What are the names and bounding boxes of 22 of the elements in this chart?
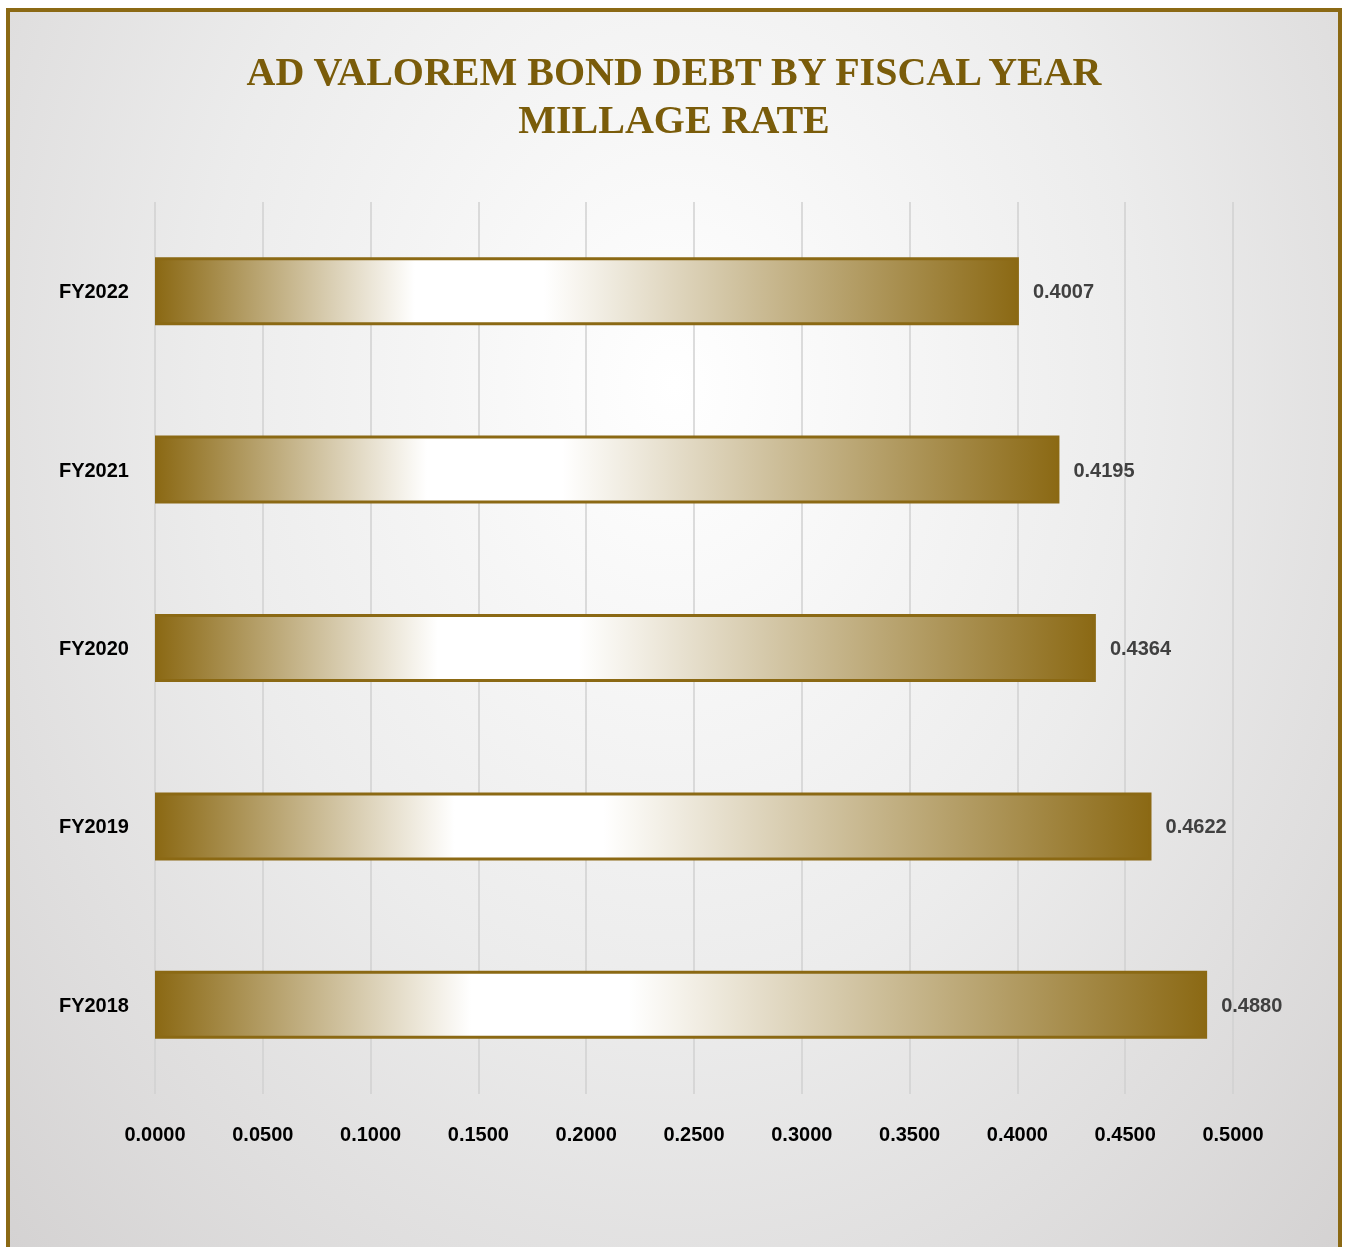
- y-tick-label: FY2020: [58, 637, 129, 659]
- x-tick-label: 0.2000: [555, 1123, 617, 1145]
- x-tick-label: 0.4500: [1094, 1123, 1156, 1145]
- x-tick-label: 0.5000: [1202, 1123, 1264, 1145]
- data-label: 0.4880: [1221, 993, 1283, 1016]
- x-tick-label: 0.4000: [986, 1123, 1048, 1145]
- x-tick-label: 0.3000: [771, 1123, 833, 1145]
- data-label: 0.4364: [1109, 637, 1172, 659]
- x-tick-label: 0.0000: [124, 1123, 186, 1145]
- x-tick-label: 0.1500: [447, 1123, 509, 1145]
- data-label: 0.4195: [1073, 458, 1135, 481]
- chart-title: AD VALOREM BOND DEBT BY FISCAL YEAR MILLAGE RATE: [246, 48, 1103, 142]
- data-label: 0.4622: [1165, 815, 1227, 838]
- y-tick-label: FY2021: [58, 458, 129, 481]
- x-tick-label: 0.2500: [663, 1123, 725, 1145]
- y-tick-label: FY2018: [58, 993, 129, 1016]
- x-tick-label: 0.3500: [879, 1123, 941, 1145]
- y-tick-label: FY2019: [58, 815, 129, 838]
- y-tick-label: FY2022: [58, 280, 129, 303]
- data-label: 0.4007: [1032, 280, 1095, 303]
- x-tick-label: 0.1000: [340, 1123, 402, 1145]
- x-tick-label: 0.0500: [232, 1123, 294, 1145]
